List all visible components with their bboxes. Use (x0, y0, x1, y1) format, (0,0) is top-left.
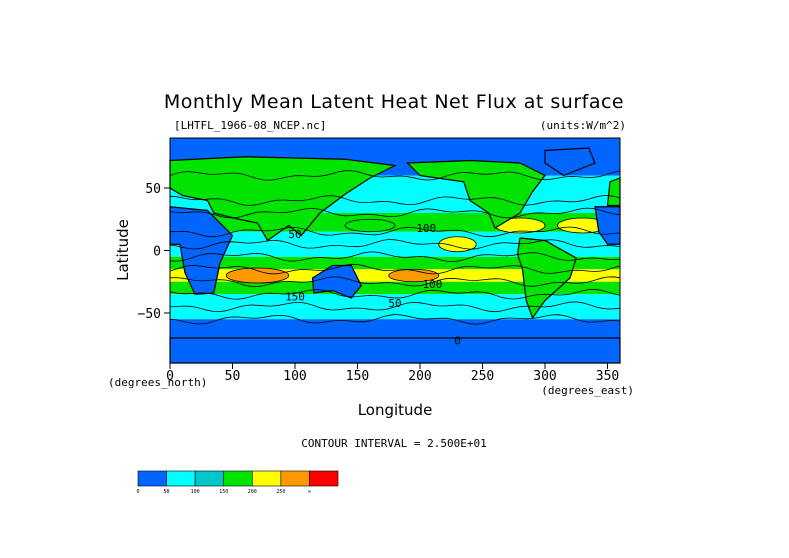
x-tick-label-4: 200 (408, 369, 431, 384)
contour-line-5 (169, 251, 621, 263)
land-africa (169, 206, 234, 295)
field-band-9 (170, 294, 620, 307)
y-tick-label-1: 0 (153, 245, 161, 260)
x-unit-label: (degrees_east) (541, 384, 634, 397)
contour-annotation-2: 100 (423, 278, 443, 291)
flux-hotspot-5 (344, 218, 396, 233)
colorbar-label-3: 150 (219, 489, 228, 495)
contour-line-2 (169, 207, 621, 219)
land-antarctica (169, 337, 621, 364)
contour-line-10 (169, 314, 621, 325)
colorbar-swatch-1 (166, 470, 196, 487)
x-tick-label-6: 300 (533, 369, 556, 384)
land-australia (311, 264, 362, 299)
y-unit-label: (degrees_north) (108, 376, 207, 389)
land-africa-west (594, 206, 621, 245)
colorbar-swatch-0 (137, 470, 167, 487)
land-europe-west (606, 177, 621, 207)
contour-annotation-1: 100 (416, 222, 436, 235)
x-tick-label-7: 350 (596, 369, 619, 384)
colorbar-label-2: 100 (191, 489, 200, 495)
x-axis-label: Longitude (358, 401, 433, 419)
x-tick-label-5: 250 (471, 369, 494, 384)
contour-lines (169, 170, 621, 325)
contour-line-1 (169, 195, 621, 206)
chart-title: Monthly Mean Latent Heat Net Flux at sur… (164, 91, 624, 113)
field-band-5 (170, 244, 620, 257)
colorbar-swatch-6 (309, 470, 339, 487)
flux-hotspot-4 (438, 236, 477, 253)
x-tick-label-2: 100 (283, 369, 306, 384)
colorbar-label-5: 250 (276, 489, 285, 495)
contour-line-7 (169, 276, 621, 288)
land-south-america (516, 237, 577, 320)
contour-line-3 (169, 226, 621, 238)
colorbar: 0 50 100 150 200 250 ∞ (136, 470, 339, 495)
x-tick-label-3: 150 (346, 369, 369, 384)
map-axes: 0 50 100 150 200 250 300 350 50 0 −50 (138, 182, 620, 384)
flux-hotspot-0 (225, 267, 290, 284)
land-eurasia (169, 156, 398, 242)
x-tick-label-0: 0 (166, 369, 174, 384)
colorbar-swatch-3 (223, 470, 253, 487)
colorbar-swatch-5 (280, 470, 310, 487)
y-tick-label-0: 50 (145, 182, 161, 197)
land-greenland (544, 147, 596, 177)
contour-line-9 (169, 301, 621, 313)
units-label: (units:W/m^2) (540, 119, 626, 132)
colorbar-label-0: 0 (136, 489, 139, 495)
y-tick-label-2: −50 (138, 307, 161, 322)
colorbar-label-6: ∞ (308, 489, 311, 495)
contour-annotations: 50 100 100 150 50 0 (285, 222, 461, 348)
colorbar-swatch-4 (251, 470, 282, 487)
x-tick-label-1: 50 (225, 369, 241, 384)
contour-annotation-0: 50 (288, 228, 301, 241)
contour-line-0 (169, 170, 621, 181)
flux-hotspot-1 (388, 268, 440, 283)
field-band-8 (170, 281, 620, 295)
contour-line-6 (169, 263, 621, 275)
colorbar-swatch-2 (194, 470, 225, 487)
colorbar-label-4: 200 (248, 489, 257, 495)
land-masses (169, 147, 621, 364)
contour-annotation-3: 150 (285, 291, 305, 304)
contour-line-4 (169, 239, 621, 250)
contour-annotation-5: 0 (454, 334, 461, 347)
colorbar-label-1: 50 (164, 489, 170, 495)
contour-annotation-4: 50 (388, 297, 401, 310)
y-axis-label: Latitude (114, 219, 132, 281)
file-label: [LHTFL_1966-08_NCEP.nc] (174, 119, 326, 132)
contour-interval-label: CONTOUR INTERVAL = 2.500E+01 (301, 437, 486, 450)
contour-line-8 (169, 288, 621, 300)
